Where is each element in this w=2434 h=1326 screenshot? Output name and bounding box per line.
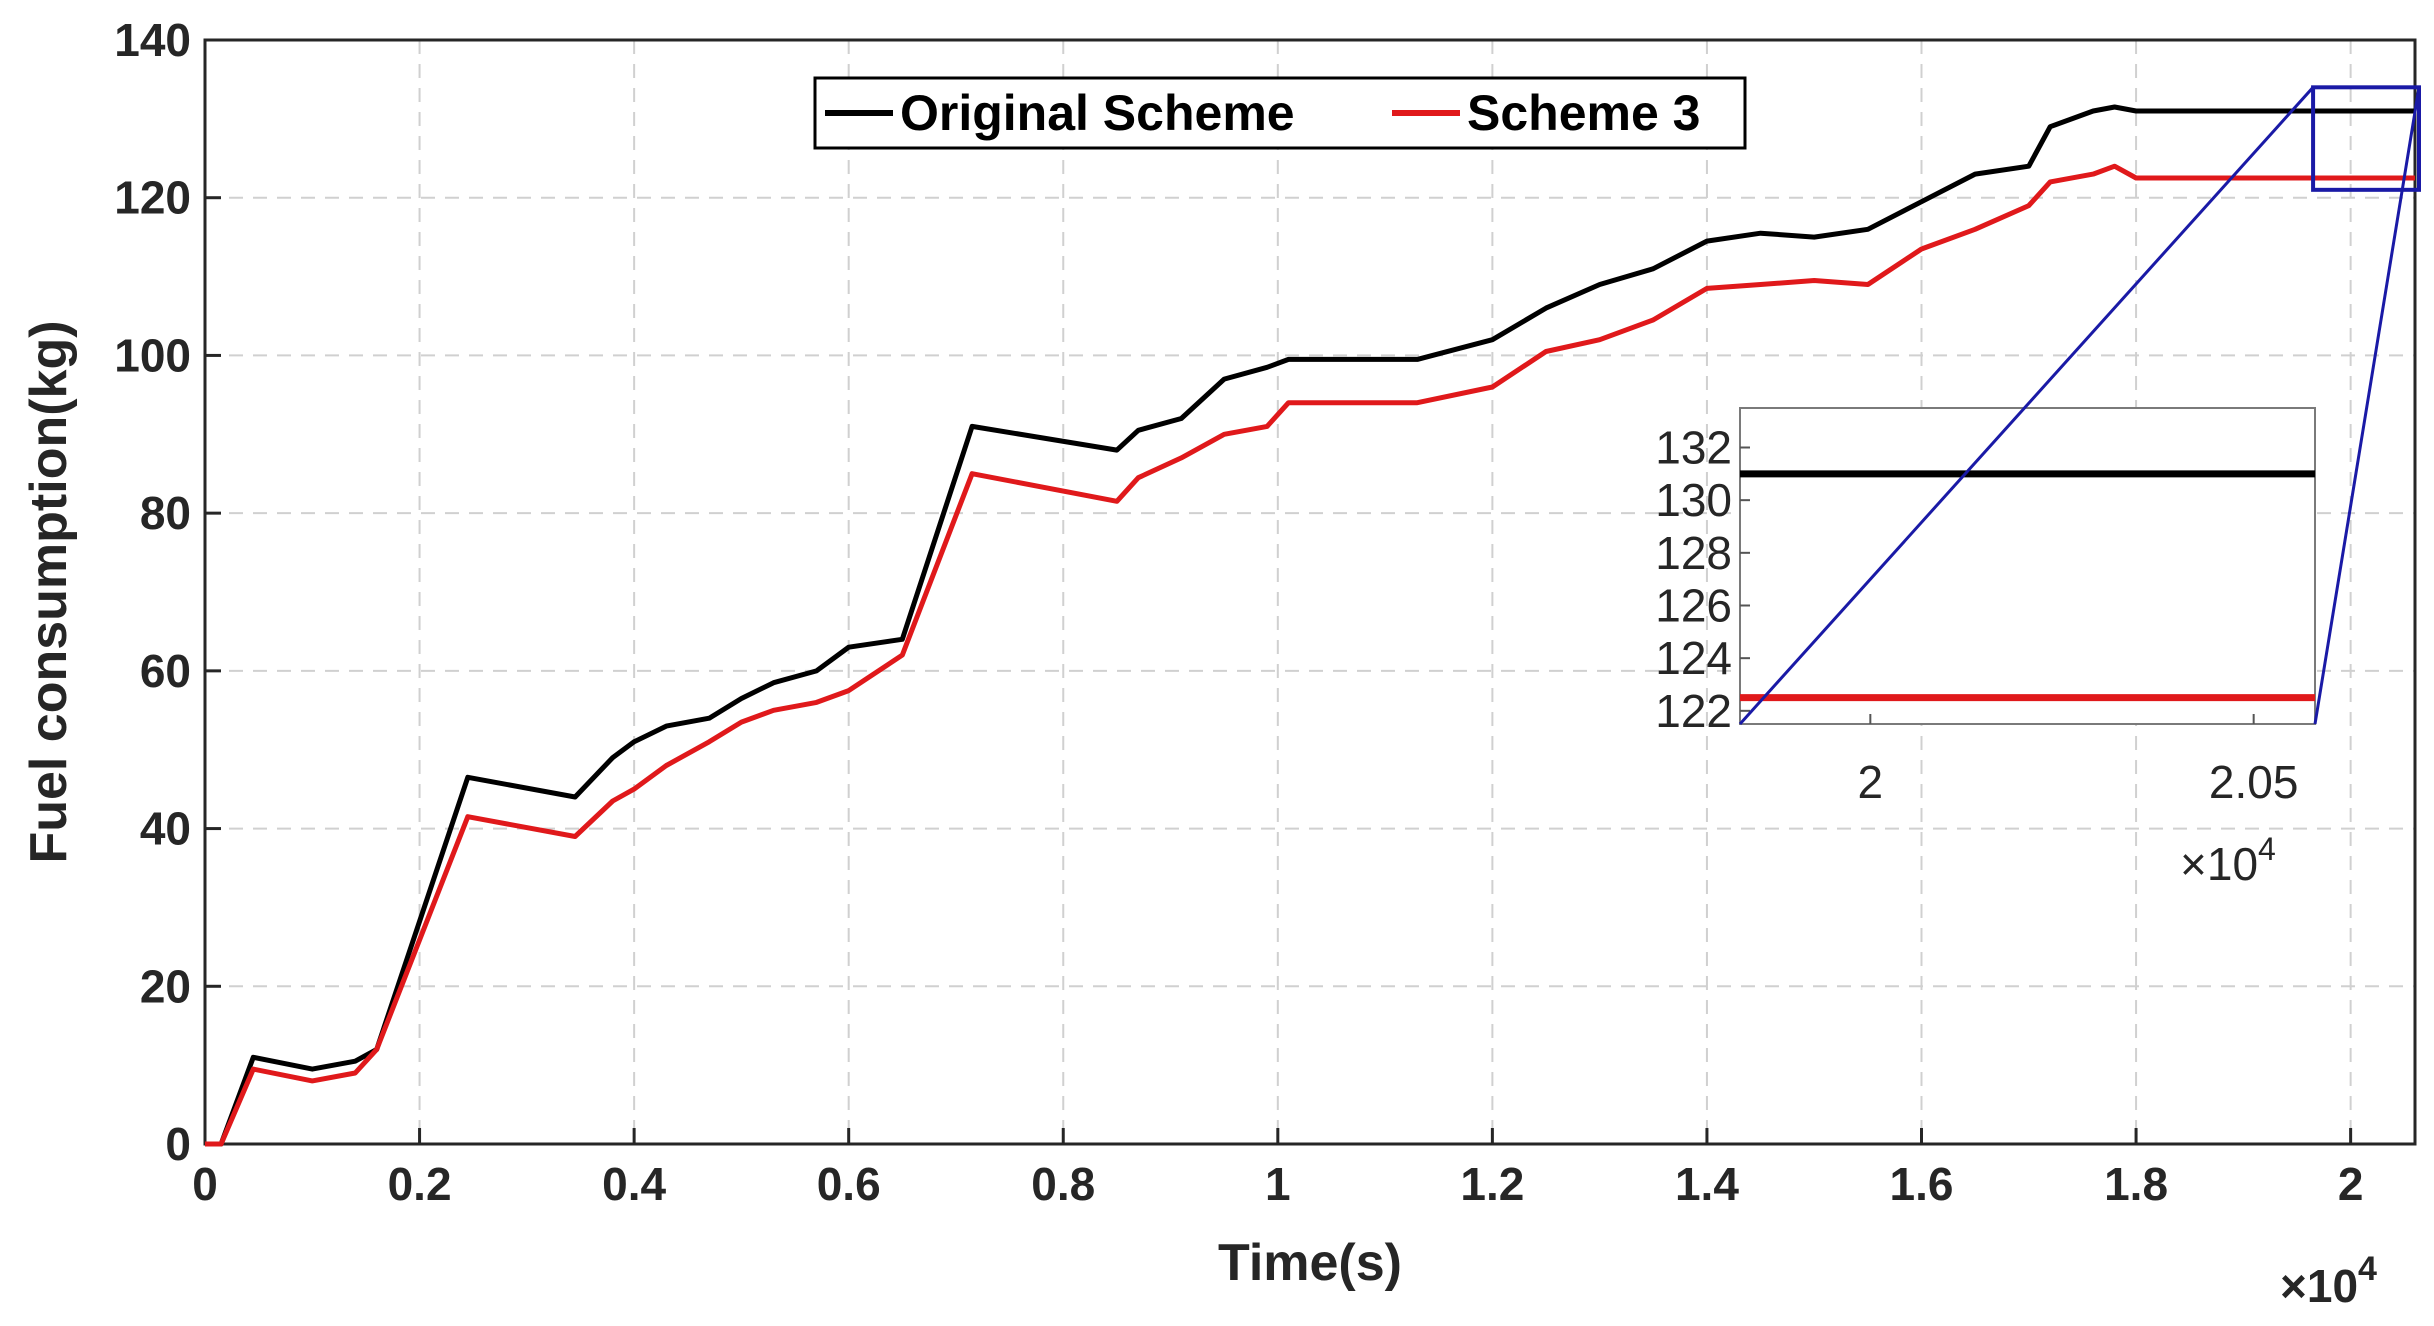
inset-x-multiplier: ×104 [2180, 831, 2276, 890]
x-tick-label: 0.4 [602, 1158, 666, 1210]
x-tick-label: 0.6 [817, 1158, 881, 1210]
y-tick-label: 140 [114, 14, 191, 66]
x-multiplier: ×104 [2280, 1250, 2377, 1312]
inset-frame [1739, 407, 2316, 725]
inset-y-tick-label: 132 [1655, 422, 1732, 474]
legend-label-scheme-3: Scheme 3 [1467, 85, 1700, 141]
y-tick-label: 60 [140, 645, 191, 697]
x-tick-label: 1.2 [1460, 1158, 1524, 1210]
x-tick-label: 1.8 [2104, 1158, 2168, 1210]
y-axis-title: Fuel consumption(kg) [20, 320, 78, 863]
inset-x-tick-label: 2.05 [2209, 756, 2299, 808]
x-tick-label: 1.4 [1675, 1158, 1739, 1210]
y-tick-label: 80 [140, 487, 191, 539]
series-line-scheme-3 [205, 163, 2415, 1147]
legend-label-original-scheme: Original Scheme [900, 85, 1295, 141]
x-ticks: 0 0.2 0.4 0.6 0.8 1 1.2 1.4 1.6 1.8 2 [192, 1128, 2363, 1210]
x-tick-label: 1 [1265, 1158, 1291, 1210]
legend: Original Scheme Scheme 3 [813, 76, 1747, 150]
y-tick-label: 20 [140, 960, 191, 1012]
x-axis-title: Time(s) [1218, 1234, 1402, 1292]
zoom-connector-left [1738, 86, 2315, 726]
series-line-original-scheme [205, 104, 2415, 1147]
y-tick-label: 120 [114, 172, 191, 224]
legend-box [813, 76, 1747, 150]
series-lines [205, 104, 2415, 1147]
x-tick-label: 0 [192, 1158, 218, 1210]
inset-y-tick-label: 128 [1655, 527, 1732, 579]
y-ticks: 0 20 40 60 80 100 120 140 [114, 14, 221, 1170]
inset-y-tick-label: 130 [1655, 474, 1732, 526]
x-tick-label: 0.2 [388, 1158, 452, 1210]
inset-y-tick-label: 126 [1655, 580, 1732, 632]
inset-series-lines [1740, 470, 2315, 702]
plot-frame [203, 38, 2417, 1146]
inset-y-tick-label: 122 [1655, 685, 1732, 737]
y-tick-label: 40 [140, 803, 191, 855]
x-tick-label: 1.6 [1890, 1158, 1954, 1210]
zoom-indicator [1738, 85, 2421, 726]
inset-x-tick-label: 2 [1858, 756, 1884, 808]
y-tick-label: 0 [165, 1118, 191, 1170]
x-tick-label: 2 [2338, 1158, 2364, 1210]
zoom-connector-right [2313, 87, 2421, 725]
y-tick-label: 100 [114, 329, 191, 381]
inset-y-tick-label: 124 [1655, 632, 1732, 684]
zoom-box [2311, 85, 2421, 192]
x-tick-label: 0.8 [1031, 1158, 1095, 1210]
